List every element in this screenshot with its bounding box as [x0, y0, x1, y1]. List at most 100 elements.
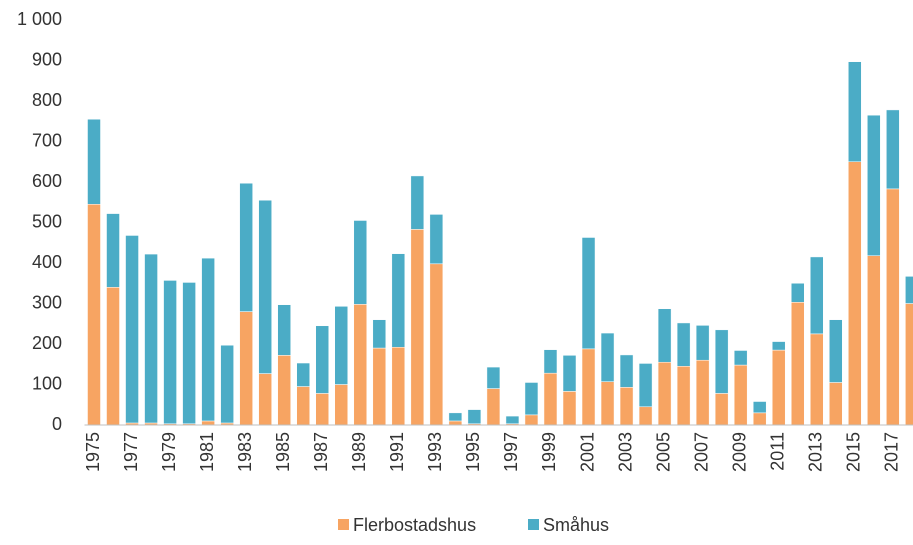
bar-segment	[429, 263, 444, 426]
x-tick-label: 2013	[806, 432, 826, 472]
bar-segment	[220, 344, 234, 424]
bar-segment	[239, 311, 253, 426]
x-tick-label: 1987	[311, 432, 331, 472]
bar-segment	[848, 161, 862, 426]
legend-swatch	[528, 519, 539, 530]
y-tick-label: 100	[32, 373, 62, 393]
bar-segment	[372, 319, 387, 349]
bar-segment	[315, 393, 329, 426]
bar-segment	[87, 118, 101, 205]
x-tick-label: 2011	[767, 432, 787, 471]
bar-segment	[372, 347, 387, 426]
bar-segment	[676, 366, 691, 426]
legend-label: Småhus	[543, 515, 609, 535]
y-tick-label: 900	[32, 49, 62, 69]
bar-segment	[771, 341, 786, 351]
bar-segment	[201, 257, 215, 422]
y-tick-label: 600	[32, 171, 62, 191]
bar-segment	[201, 420, 215, 426]
bar-segment	[752, 401, 767, 414]
bar-segment	[106, 287, 120, 426]
bar-segment	[353, 220, 368, 305]
bar-segment	[714, 393, 729, 426]
bar-segment	[296, 386, 310, 426]
bar-segment	[695, 325, 710, 361]
bar-segment	[810, 333, 824, 426]
x-tick-label: 1985	[273, 432, 293, 472]
bar-segment	[353, 304, 368, 426]
bar-segment	[581, 348, 596, 426]
y-tick-label: 500	[32, 211, 62, 231]
x-tick-label: 1999	[539, 432, 559, 472]
x-tick-label: 2009	[729, 432, 749, 472]
bar-segment	[638, 363, 653, 408]
bar-segment	[829, 319, 843, 383]
bar-segment	[790, 283, 805, 303]
bar-segment	[848, 61, 862, 163]
x-tick-label: 2017	[882, 432, 902, 472]
bar-segment	[733, 364, 748, 426]
bar-segment	[448, 420, 463, 426]
bar-segment	[334, 384, 349, 426]
bar-segment	[524, 414, 539, 426]
bar-segment	[657, 308, 672, 363]
bar-segment	[315, 325, 329, 394]
x-tick-label: 2001	[577, 432, 597, 472]
y-tick-label: 300	[32, 292, 62, 312]
bar-segment	[277, 304, 291, 356]
bar-segment	[600, 332, 615, 382]
x-tick-label: 1981	[197, 432, 217, 472]
bar-segment	[867, 255, 881, 426]
bar-segment	[486, 388, 501, 426]
bar-segment	[163, 280, 177, 425]
bar-segment	[144, 253, 158, 424]
x-tick-label: 2007	[691, 432, 711, 472]
bar-segment	[657, 361, 672, 426]
bar-segment	[695, 359, 710, 426]
x-tick-label: 1977	[121, 432, 141, 472]
x-tick-label: 1975	[83, 432, 103, 472]
bar-segment	[581, 237, 596, 350]
bar-segment	[391, 346, 406, 426]
y-tick-label: 400	[32, 252, 62, 272]
bar-segment	[106, 213, 120, 288]
bar-segment	[524, 382, 539, 416]
bar-segment	[448, 412, 463, 422]
bar-segment	[543, 372, 558, 426]
bar-segment	[410, 175, 425, 230]
bar-segment	[771, 349, 786, 426]
x-tick-label: 1995	[463, 432, 483, 472]
bar-segment	[296, 362, 310, 387]
x-tick-label: 2005	[653, 432, 673, 472]
bar-segment	[619, 354, 634, 388]
bar-segment	[600, 381, 615, 426]
legend-label: Flerbostadshus	[353, 515, 476, 535]
bar-segment	[829, 382, 843, 426]
x-tick-label: 1997	[501, 432, 521, 472]
bar-segment	[182, 282, 196, 425]
bar-segment	[619, 387, 634, 426]
bar-segment	[277, 355, 291, 426]
bar-segment	[334, 306, 349, 385]
bar-segment	[486, 366, 501, 389]
bar-segment	[543, 349, 558, 374]
bar-segment	[638, 406, 653, 426]
y-tick-label: 800	[32, 90, 62, 110]
bar-segment	[676, 322, 691, 367]
bar-segment	[391, 253, 406, 348]
bar-segment	[562, 355, 577, 392]
legend-swatch	[338, 519, 349, 530]
bar-segment	[886, 109, 900, 190]
x-tick-label: 1991	[387, 432, 407, 472]
bar-segment	[562, 391, 577, 426]
bar-segment	[87, 204, 101, 426]
bar-segment	[733, 350, 748, 366]
x-tick-label: 1979	[159, 432, 179, 472]
bar-segment	[505, 415, 520, 425]
bar-segment	[467, 409, 482, 425]
x-tick-label: 1993	[425, 432, 445, 472]
y-tick-label: 700	[32, 130, 62, 150]
x-tick-label: 2015	[844, 432, 864, 472]
bar-segment	[905, 276, 913, 304]
